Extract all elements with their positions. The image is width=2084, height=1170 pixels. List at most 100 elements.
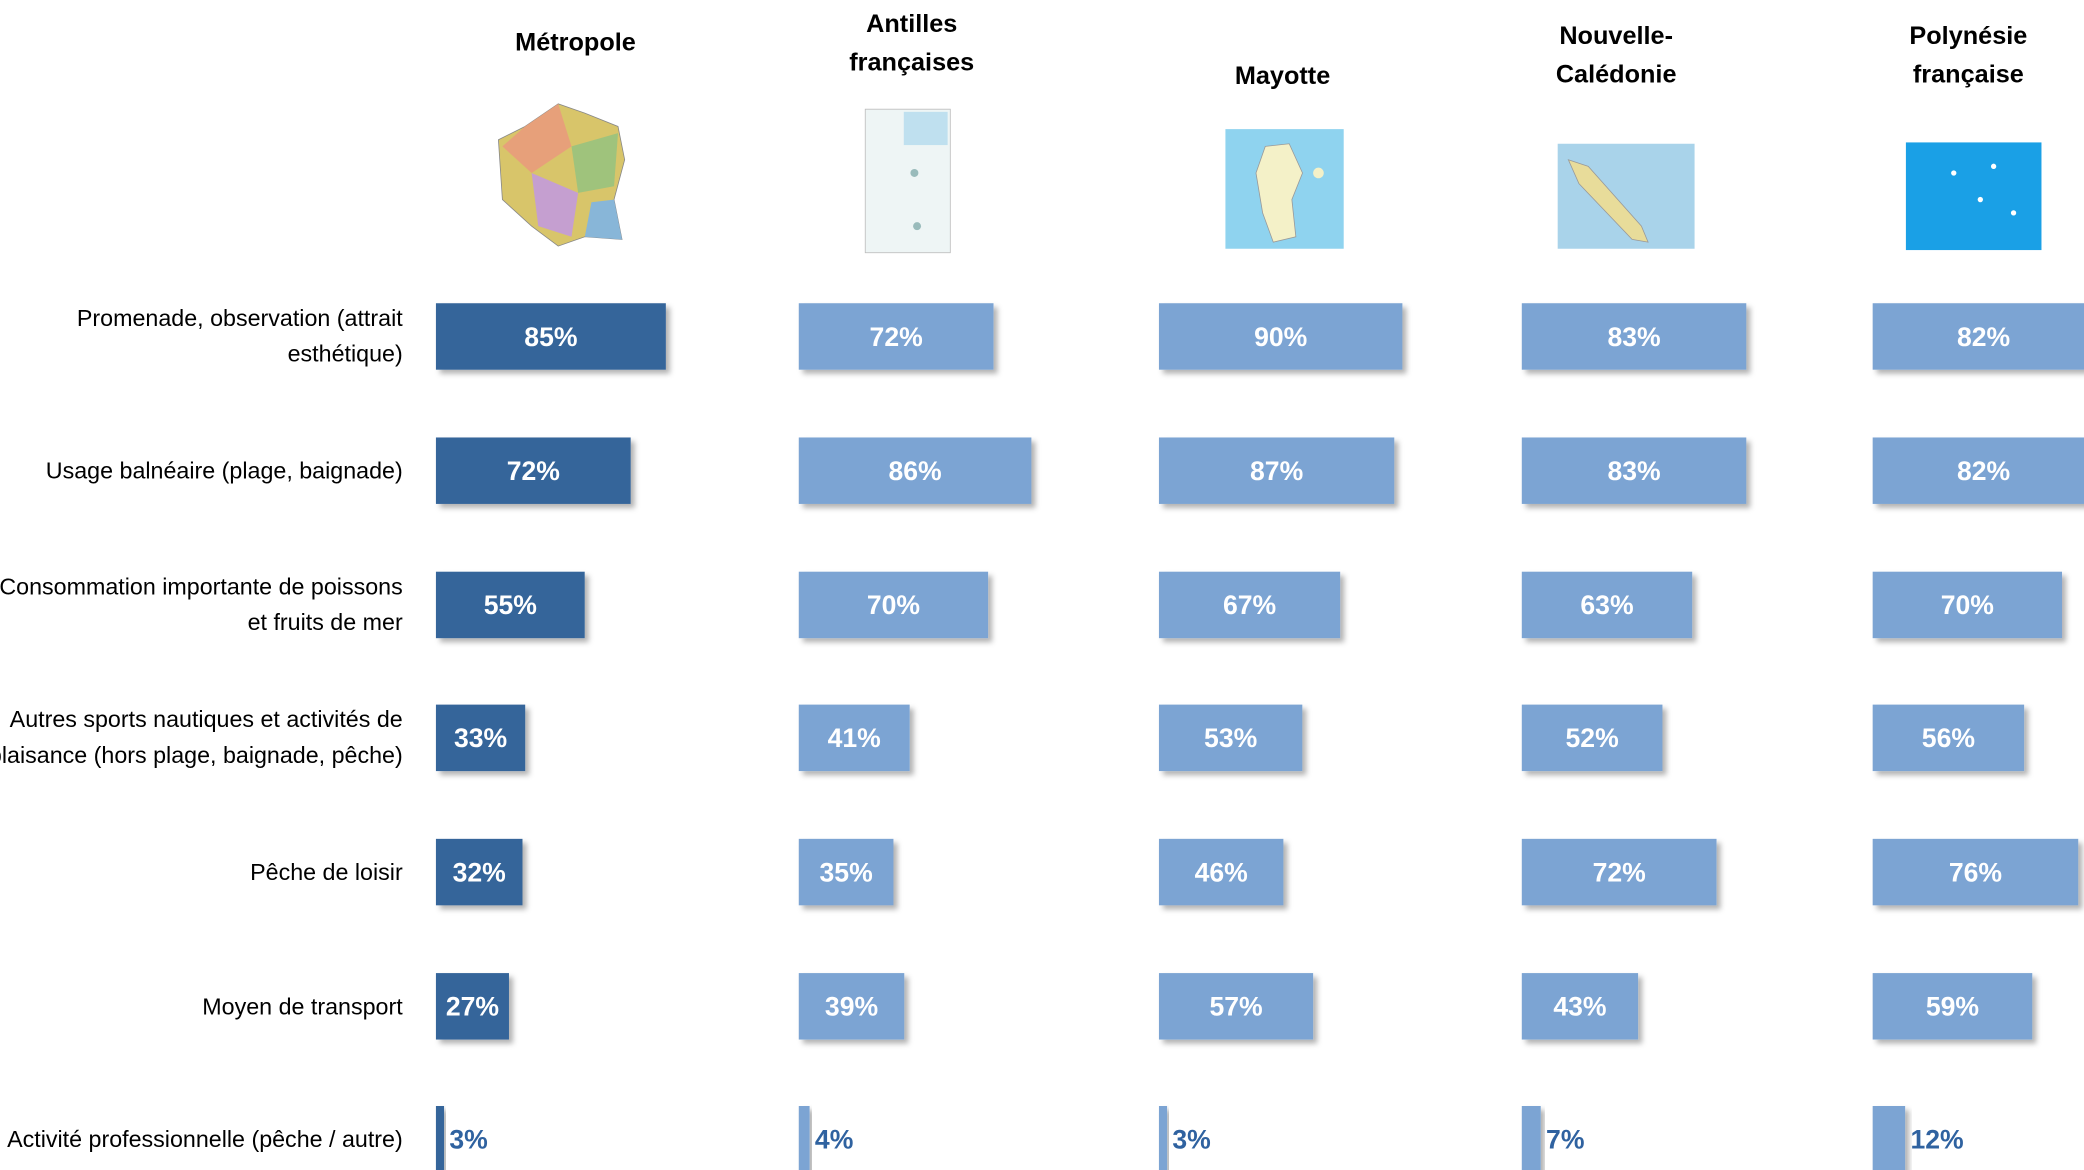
- map-metropole: [497, 103, 626, 247]
- category-label-box: Consommation importante de poissons et f…: [0, 573, 403, 636]
- bar: [435, 571, 585, 639]
- value-label: 83%: [1607, 322, 1660, 352]
- bar: [435, 973, 509, 1040]
- series-header: Polynésie française: [1909, 22, 2028, 90]
- bar: [1872, 303, 2084, 370]
- category-label-box: Pêche de loisir: [250, 858, 403, 885]
- bar: [1872, 838, 2079, 906]
- bar: [1158, 1106, 1168, 1170]
- value-label: 35%: [820, 857, 873, 887]
- value-label: 67%: [1223, 590, 1276, 620]
- series-header-box: Mayotte: [1234, 62, 1331, 91]
- bar: [1158, 571, 1341, 639]
- value-label: 57%: [1209, 992, 1262, 1022]
- category-label: Pêche de loisir: [250, 858, 403, 885]
- series-header: Mayotte: [1234, 62, 1331, 91]
- bar: [798, 838, 894, 906]
- category-label: Moyen de transport: [202, 992, 403, 1019]
- category-label: Autres sports nautiques et activités de …: [0, 705, 403, 769]
- value-label: 27%: [446, 992, 499, 1022]
- bar: [1872, 973, 2033, 1040]
- series-header-box: Antilles françaises: [849, 10, 975, 78]
- category-label-box: Autres sports nautiques et activités de …: [0, 705, 403, 769]
- series-header-box: Polynésie française: [1909, 22, 2028, 90]
- value-label: 72%: [1593, 857, 1646, 887]
- bar: [1521, 704, 1663, 772]
- value-label: 82%: [1957, 322, 2010, 352]
- bar: [1872, 704, 2025, 772]
- value-label: 39%: [825, 992, 878, 1022]
- value-label: 3%: [1172, 1125, 1210, 1155]
- value-label: 82%: [1957, 456, 2010, 486]
- bar: [798, 571, 989, 639]
- category-label: Usage balnéaire (plage, baignade): [45, 456, 403, 484]
- bar: [798, 704, 910, 772]
- value-label: 72%: [507, 456, 560, 486]
- value-label: 12%: [1910, 1125, 1963, 1155]
- value-label: 76%: [1949, 857, 2002, 887]
- value-label: 72%: [870, 322, 923, 352]
- category-label: Activité professionnelle (pêche / autre): [7, 1125, 403, 1152]
- category-label-box: Usage balnéaire (plage, baignade): [45, 456, 403, 484]
- value-label: 90%: [1254, 322, 1307, 352]
- category-label: Promenade, observation (attrait esthétiq…: [76, 304, 403, 368]
- category-label-box: Moyen de transport: [202, 992, 403, 1019]
- bar: [1872, 571, 2063, 639]
- bar: [1158, 973, 1314, 1040]
- value-label: 52%: [1566, 723, 1619, 753]
- bar: [435, 838, 523, 906]
- bar: [798, 303, 994, 370]
- bar: [1521, 973, 1639, 1040]
- bar: [435, 1106, 445, 1170]
- bar: [1872, 1106, 1906, 1170]
- value-label: 87%: [1250, 456, 1303, 486]
- value-label: 33%: [454, 723, 507, 753]
- value-label: 46%: [1195, 857, 1248, 887]
- bar: [1521, 303, 1747, 370]
- value-label: 32%: [453, 857, 506, 887]
- value-label: 41%: [828, 723, 881, 753]
- map-mayotte: [1225, 129, 1344, 249]
- value-label: 63%: [1580, 590, 1633, 620]
- bar: [798, 437, 1032, 504]
- value-label: 70%: [867, 590, 920, 620]
- value-label: 85%: [524, 322, 577, 352]
- bar: [1521, 571, 1693, 639]
- series-header: Nouvelle-Calédonie: [1555, 22, 1677, 90]
- bar: [1521, 838, 1717, 906]
- bar: [1872, 437, 2084, 504]
- series-header: Métropole: [515, 29, 636, 58]
- category-label-box: Promenade, observation (attrait esthétiq…: [76, 304, 403, 368]
- category-label-box: Activité professionnelle (pêche / autre): [7, 1125, 403, 1152]
- bar: [435, 437, 631, 504]
- value-label: 56%: [1922, 723, 1975, 753]
- map-antilles: [864, 108, 951, 254]
- bar: [435, 303, 666, 370]
- value-label: 86%: [888, 456, 941, 486]
- map-nouvelle-caledonie: [1557, 143, 1695, 249]
- value-label: 4%: [815, 1125, 853, 1155]
- series-header-box: Nouvelle-Calédonie: [1555, 22, 1677, 90]
- value-label: 83%: [1607, 456, 1660, 486]
- bar: [1158, 838, 1284, 906]
- series-header: Antilles françaises: [849, 10, 975, 78]
- bar: [1158, 437, 1395, 504]
- value-label: 7%: [1546, 1125, 1584, 1155]
- value-label: 70%: [1941, 590, 1994, 620]
- value-label: 55%: [484, 590, 537, 620]
- map-polynesie: [1905, 142, 2042, 251]
- bar: [1158, 303, 1403, 370]
- value-label: 53%: [1204, 723, 1257, 753]
- bar: [435, 704, 526, 772]
- value-label: 43%: [1553, 992, 1606, 1022]
- bar: [1158, 704, 1303, 772]
- value-label: 3%: [449, 1125, 487, 1155]
- value-label: 59%: [1926, 992, 1979, 1022]
- bar: [1521, 1106, 1541, 1170]
- bar: [798, 1106, 810, 1170]
- bar: [798, 973, 905, 1040]
- category-label: Consommation importante de poissons et f…: [0, 573, 403, 636]
- series-header-box: Métropole: [515, 29, 636, 58]
